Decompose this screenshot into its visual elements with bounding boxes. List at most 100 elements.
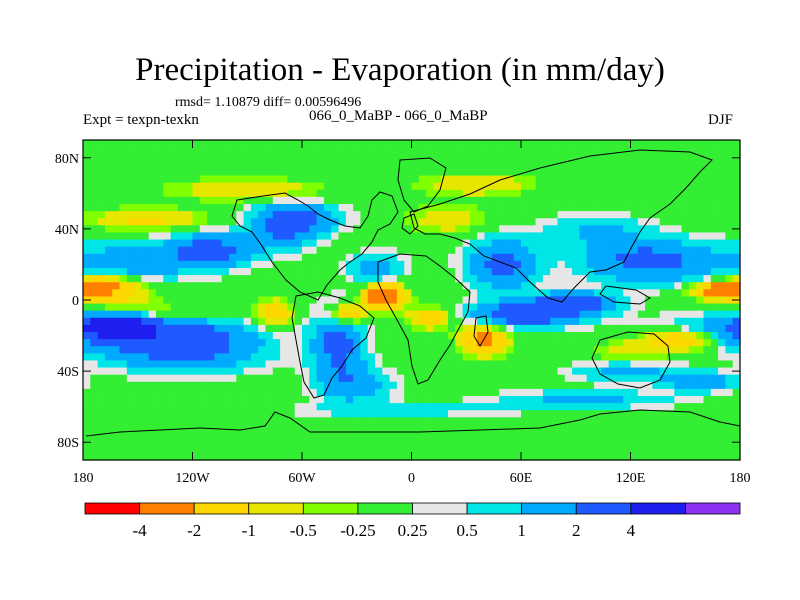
field-cell — [345, 367, 354, 376]
field-cell — [608, 431, 617, 440]
field-cell — [521, 445, 529, 454]
field-cell — [185, 438, 194, 447]
field-cell — [250, 168, 259, 177]
field-cell — [630, 161, 639, 170]
coastline-africa — [377, 253, 471, 385]
field-cell — [506, 282, 515, 290]
field-cell — [564, 367, 573, 376]
field-cell — [535, 246, 544, 255]
field-cell — [265, 410, 274, 418]
field-cell — [112, 218, 121, 226]
field-cell — [199, 161, 208, 170]
field-cell — [499, 324, 507, 333]
field-cell — [550, 260, 559, 269]
field-cell — [615, 275, 624, 283]
field-cell — [674, 438, 683, 447]
field-cell — [411, 189, 420, 198]
field-cell — [389, 445, 398, 454]
field-cell — [221, 339, 230, 347]
field-cell — [185, 275, 194, 283]
field-cell — [236, 218, 245, 226]
field-cell — [221, 232, 230, 241]
field-cell — [323, 396, 332, 404]
field-cell — [674, 324, 683, 333]
field-cell — [674, 424, 683, 433]
field-cell — [382, 253, 391, 262]
field-cell — [309, 303, 318, 312]
field-cell — [579, 303, 588, 312]
field-cell — [462, 431, 471, 440]
field-cell — [367, 410, 376, 418]
field-cell — [345, 253, 354, 262]
field-cell — [615, 310, 624, 319]
field-cell — [192, 260, 201, 269]
field-cell — [309, 218, 318, 226]
field-cell — [506, 317, 515, 326]
field-cell — [353, 339, 361, 347]
field-cell — [287, 211, 296, 219]
field-cell — [411, 147, 420, 155]
field-cell — [236, 303, 245, 312]
field-cell — [433, 154, 442, 162]
field-cell — [265, 140, 274, 148]
field-cell — [535, 396, 544, 404]
field-cell — [521, 204, 529, 212]
field-cell — [199, 403, 208, 411]
field-cell — [207, 189, 215, 198]
field-cell — [564, 147, 573, 155]
field-cell — [389, 147, 398, 155]
field-cell — [732, 303, 741, 312]
field-cell — [528, 360, 537, 369]
field-cell — [309, 296, 318, 305]
field-cell — [718, 275, 726, 283]
field-cell — [426, 260, 434, 269]
field-cell — [491, 211, 500, 219]
field-cell — [608, 232, 617, 241]
field-cell — [207, 196, 215, 205]
field-cell — [170, 403, 179, 411]
field-cell — [126, 324, 135, 333]
field-cell — [615, 239, 624, 248]
field-cell — [207, 339, 215, 347]
field-cell — [367, 154, 376, 162]
field-cell — [177, 452, 186, 461]
field-cell — [214, 438, 223, 447]
field-cell — [418, 275, 427, 283]
field-cell — [192, 239, 201, 248]
field-cell — [703, 438, 712, 447]
field-cell — [163, 396, 172, 404]
field-cell — [323, 182, 332, 191]
field-cell — [542, 381, 551, 390]
field-cell — [316, 431, 325, 440]
field-cell — [572, 253, 580, 262]
colorbar-swatch — [466, 502, 523, 515]
field-cell — [134, 147, 142, 155]
field-cell — [703, 417, 712, 426]
field-cell — [360, 310, 369, 319]
field-cell — [97, 317, 106, 326]
field-cell — [594, 289, 602, 298]
field-cell — [236, 417, 245, 426]
field-cell — [601, 140, 610, 148]
field-cell — [528, 381, 537, 390]
field-cell — [506, 147, 515, 155]
field-cell — [499, 417, 507, 426]
field-cell — [207, 431, 215, 440]
field-cell — [177, 403, 186, 411]
field-cell — [426, 353, 434, 362]
field-cell — [411, 268, 420, 276]
field-cell — [104, 218, 113, 226]
field-cell — [148, 289, 157, 298]
field-cell — [265, 154, 274, 162]
field-cell — [506, 196, 515, 205]
field-cell — [455, 239, 464, 248]
field-cell — [375, 147, 383, 155]
colorbar-label: 0.25 — [398, 521, 428, 540]
field-cell — [521, 161, 529, 170]
field-cell — [418, 381, 427, 390]
field-cell — [725, 211, 734, 219]
field-cell — [521, 275, 529, 283]
field-cell — [338, 275, 347, 283]
field-cell — [608, 168, 617, 177]
field-cell — [396, 289, 405, 298]
